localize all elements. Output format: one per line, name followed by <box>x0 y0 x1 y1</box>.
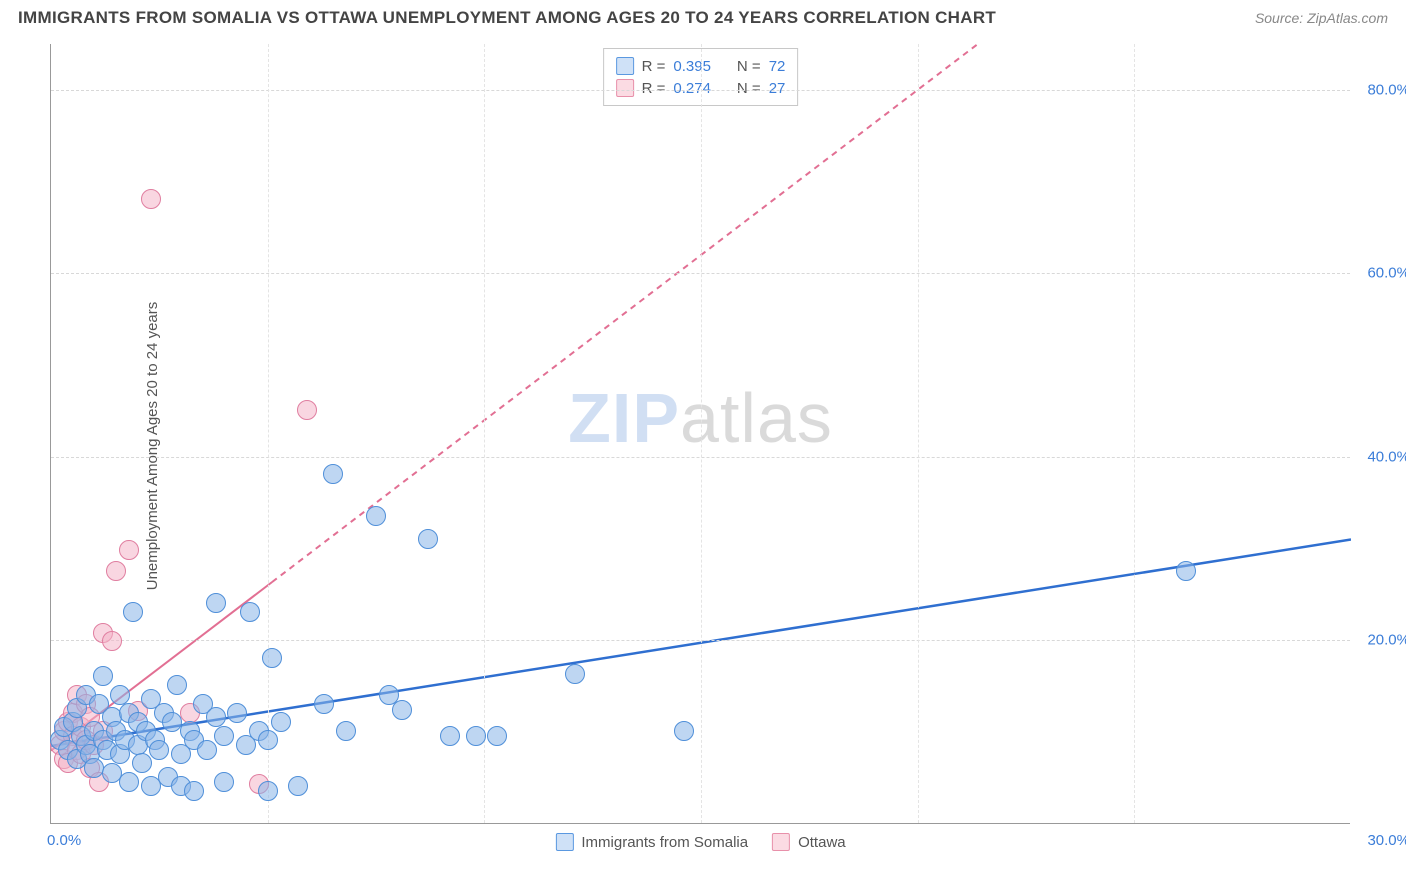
data-point-somalia <box>418 529 438 549</box>
data-point-somalia <box>119 772 139 792</box>
swatch-blue <box>555 833 573 851</box>
gridline-v <box>701 44 702 823</box>
data-point-somalia <box>440 726 460 746</box>
data-point-somalia <box>197 740 217 760</box>
data-point-somalia <box>110 685 130 705</box>
swatch-blue <box>616 57 634 75</box>
data-point-ottawa <box>119 540 139 560</box>
data-point-somalia <box>674 721 694 741</box>
data-point-somalia <box>258 781 278 801</box>
data-point-somalia <box>1176 561 1196 581</box>
legend-item-somalia: Immigrants from Somalia <box>555 833 748 851</box>
data-point-ottawa <box>297 400 317 420</box>
source-attribution: Source: ZipAtlas.com <box>1255 10 1388 26</box>
data-point-somalia <box>214 772 234 792</box>
data-point-somalia <box>336 721 356 741</box>
data-point-somalia <box>288 776 308 796</box>
chart-header: IMMIGRANTS FROM SOMALIA VS OTTAWA UNEMPL… <box>0 0 1406 28</box>
data-point-somalia <box>392 700 412 720</box>
data-point-somalia <box>184 781 204 801</box>
swatch-pink <box>616 79 634 97</box>
series-legend: Immigrants from Somalia Ottawa <box>555 833 845 851</box>
gridline-v <box>918 44 919 823</box>
data-point-somalia <box>323 464 343 484</box>
y-tick-label: 80.0% <box>1355 81 1406 98</box>
data-point-somalia <box>466 726 486 746</box>
x-tick-max: 30.0% <box>1367 832 1406 849</box>
gridline-v <box>268 44 269 823</box>
gridline-v <box>484 44 485 823</box>
data-point-ottawa <box>106 561 126 581</box>
data-point-somalia <box>206 707 226 727</box>
data-point-somalia <box>366 506 386 526</box>
data-point-somalia <box>487 726 507 746</box>
chart-title: IMMIGRANTS FROM SOMALIA VS OTTAWA UNEMPL… <box>18 8 996 28</box>
data-point-ottawa <box>102 631 122 651</box>
data-point-ottawa <box>141 189 161 209</box>
y-tick-label: 40.0% <box>1355 448 1406 465</box>
plot-area: ZIPatlas R = 0.395 N = 72 R = 0.274 N = … <box>50 44 1350 824</box>
data-point-somalia <box>258 730 278 750</box>
legend-item-ottawa: Ottawa <box>772 833 846 851</box>
swatch-pink <box>772 833 790 851</box>
data-point-somalia <box>314 694 334 714</box>
data-point-somalia <box>132 753 152 773</box>
data-point-somalia <box>240 602 260 622</box>
data-point-somalia <box>167 675 187 695</box>
y-tick-label: 20.0% <box>1355 632 1406 649</box>
data-point-somalia <box>565 664 585 684</box>
y-tick-label: 60.0% <box>1355 265 1406 282</box>
scatter-chart: ZIPatlas R = 0.395 N = 72 R = 0.274 N = … <box>50 44 1350 824</box>
data-point-somalia <box>271 712 291 732</box>
data-point-somalia <box>123 602 143 622</box>
data-point-somalia <box>206 593 226 613</box>
gridline-v <box>1134 44 1135 823</box>
x-tick-min: 0.0% <box>47 832 81 849</box>
data-point-somalia <box>93 666 113 686</box>
data-point-somalia <box>149 740 169 760</box>
data-point-somalia <box>227 703 247 723</box>
data-point-somalia <box>214 726 234 746</box>
data-point-somalia <box>262 648 282 668</box>
